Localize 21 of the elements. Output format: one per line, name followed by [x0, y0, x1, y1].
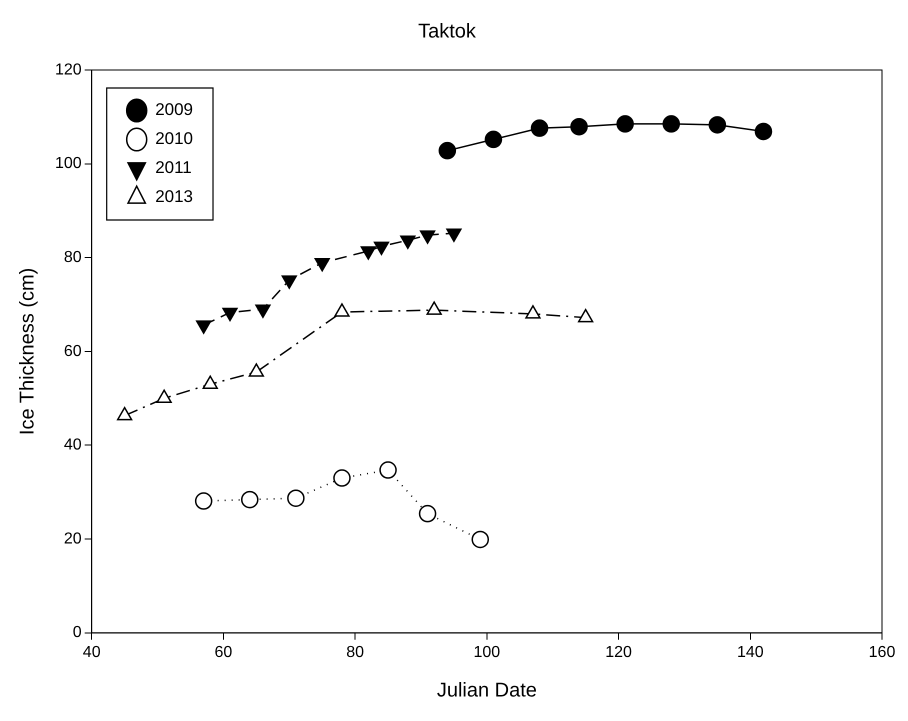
x-tick-label: 40 [82, 644, 101, 661]
y-tick-label: 120 [54, 61, 82, 78]
x-tick-label: 140 [736, 644, 764, 661]
y-tick-label: 100 [54, 155, 82, 172]
legend-label: 2010 [155, 129, 194, 148]
y-axis-title: Ice Thickness (cm) [16, 268, 39, 436]
y-tick-label: 40 [64, 436, 82, 454]
y-tick-label: 60 [64, 342, 82, 360]
x-axis-title: Julian Date [436, 680, 537, 702]
x-tick-label: 80 [346, 644, 364, 661]
legend-label: 2009 [155, 100, 194, 120]
x-tick-label: 120 [605, 644, 632, 661]
y-tick-label: 80 [64, 249, 82, 266]
x-tick-label: 100 [473, 644, 500, 661]
x-tick-label: 60 [214, 644, 232, 661]
chart-title: Taktok [418, 20, 477, 43]
y-tick-label: 0 [72, 624, 82, 642]
y-tick-label: 20 [64, 530, 82, 548]
legend-label: 2011 [155, 158, 192, 178]
legend-label: 2013 [155, 187, 194, 206]
x-tick-label: 160 [868, 644, 896, 661]
